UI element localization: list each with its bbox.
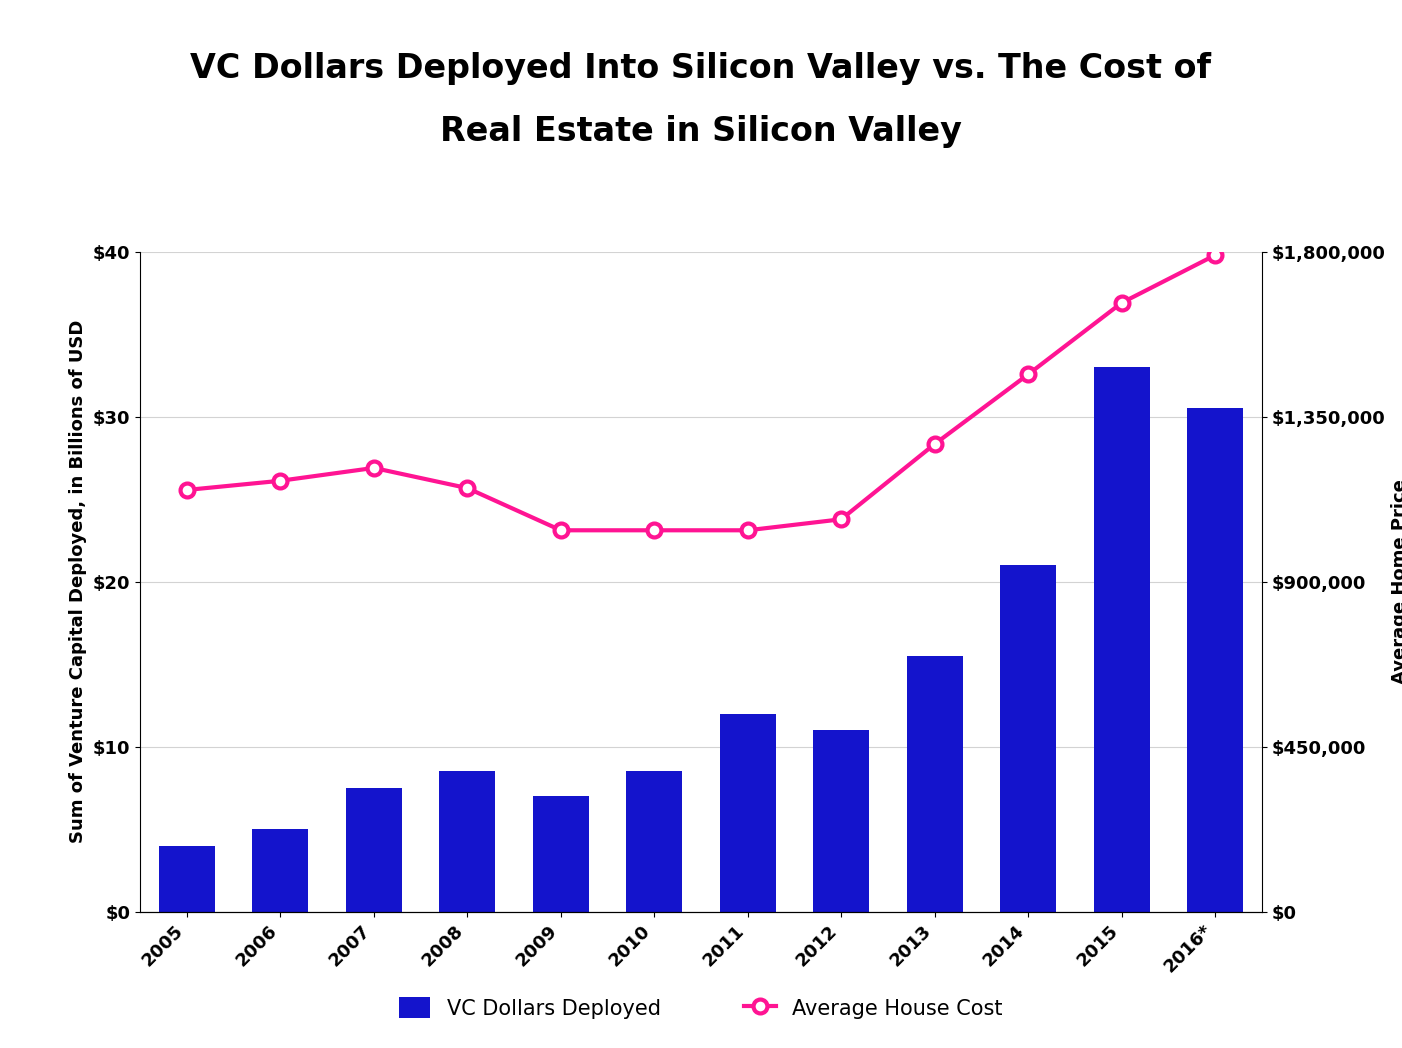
Bar xyxy=(252,829,308,912)
Bar xyxy=(1094,367,1150,912)
Bar xyxy=(719,714,775,912)
Bar xyxy=(158,846,215,912)
Bar xyxy=(1000,565,1056,912)
Bar xyxy=(907,656,963,912)
Bar xyxy=(346,788,402,912)
Bar xyxy=(439,771,495,912)
Bar xyxy=(813,730,869,912)
Bar xyxy=(1187,409,1244,912)
Y-axis label: Sum of Venture Capital Deployed, in Billions of USD: Sum of Venture Capital Deployed, in Bill… xyxy=(70,320,87,844)
Legend: VC Dollars Deployed, Average House Cost: VC Dollars Deployed, Average House Cost xyxy=(391,988,1011,1027)
Text: Real Estate in Silicon Valley: Real Estate in Silicon Valley xyxy=(440,115,962,148)
Text: VC Dollars Deployed Into Silicon Valley vs. The Cost of: VC Dollars Deployed Into Silicon Valley … xyxy=(191,52,1211,85)
Y-axis label: Average Home Price: Average Home Price xyxy=(1391,479,1402,684)
Bar xyxy=(533,796,589,912)
Bar xyxy=(627,771,683,912)
